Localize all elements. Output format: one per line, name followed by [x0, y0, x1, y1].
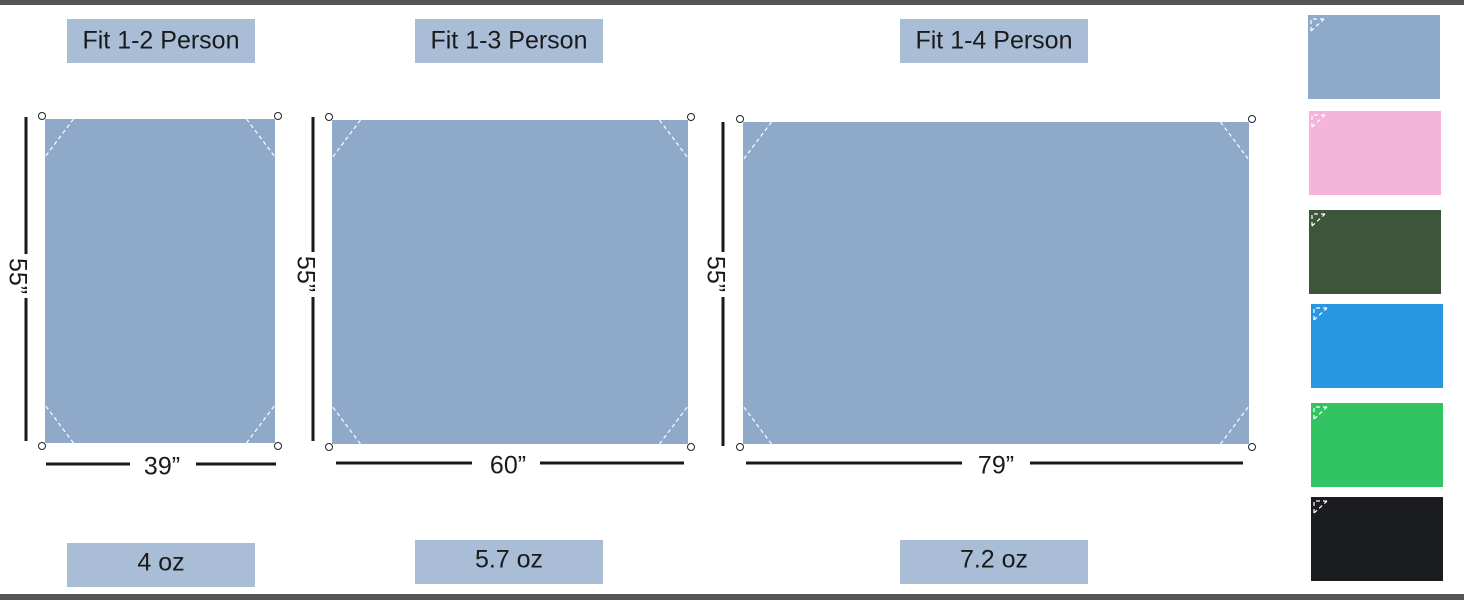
- tarp-label: Fit 1-2 Person: [82, 27, 239, 55]
- swatch-corner: [1313, 307, 1328, 321]
- height-label: 55”: [291, 256, 319, 292]
- weight-label: 4 oz: [137, 549, 184, 577]
- width-label: 39”: [144, 453, 180, 481]
- width-label: 60”: [490, 452, 526, 480]
- color-swatch[interactable]: [1308, 15, 1440, 99]
- label-box: [900, 19, 1088, 63]
- bottom-border: [0, 594, 1464, 600]
- tarp: [332, 120, 688, 444]
- corner-seam: [331, 405, 361, 445]
- corner-seam: [44, 118, 74, 158]
- color-swatch[interactable]: [1311, 304, 1443, 388]
- height-label: 55”: [3, 258, 31, 294]
- tarp-label: Fit 1-3 Person: [430, 27, 587, 55]
- grommet: [687, 113, 695, 121]
- grommet: [274, 442, 282, 450]
- color-swatch[interactable]: [1309, 210, 1441, 294]
- weight-box: [67, 543, 255, 587]
- corner-seam: [331, 119, 361, 159]
- color-swatch[interactable]: [1311, 497, 1443, 581]
- top-border: [0, 0, 1464, 5]
- grommet: [687, 443, 695, 451]
- swatch-corner: [1310, 18, 1325, 32]
- weight-label: 7.2 oz: [960, 546, 1028, 574]
- weight-label: 5.7 oz: [475, 546, 543, 574]
- swatch-corner: [1313, 500, 1328, 514]
- corner-seam: [659, 119, 689, 159]
- corner-seam: [1220, 121, 1250, 161]
- grommet: [325, 113, 333, 121]
- grommet: [38, 112, 46, 120]
- width-label: 79”: [978, 452, 1014, 480]
- grommet: [1248, 443, 1256, 451]
- grommet: [38, 442, 46, 450]
- corner-seam: [246, 404, 276, 444]
- swatch-corner: [1313, 406, 1328, 420]
- color-swatch[interactable]: [1309, 111, 1441, 195]
- weight-box: [415, 540, 603, 584]
- corner-seam: [659, 405, 689, 445]
- swatch-corner: [1311, 213, 1326, 227]
- height-label: 55”: [701, 256, 729, 292]
- grommet: [736, 443, 744, 451]
- weight-box: [900, 540, 1088, 584]
- grommet: [274, 112, 282, 120]
- label-box: [67, 19, 255, 63]
- corner-seam: [742, 121, 772, 161]
- swatch-corner: [1311, 114, 1326, 128]
- tarp-label: Fit 1-4 Person: [915, 27, 1072, 55]
- grommet: [1248, 115, 1256, 123]
- corner-seam: [246, 118, 276, 158]
- color-swatch[interactable]: [1311, 403, 1443, 487]
- grommet: [325, 443, 333, 451]
- corner-seam: [742, 405, 772, 445]
- label-box: [415, 19, 603, 63]
- corner-seam: [1220, 405, 1250, 445]
- tarp: [743, 122, 1249, 444]
- corner-seam: [44, 404, 74, 444]
- grommet: [736, 115, 744, 123]
- tarp: [45, 119, 275, 443]
